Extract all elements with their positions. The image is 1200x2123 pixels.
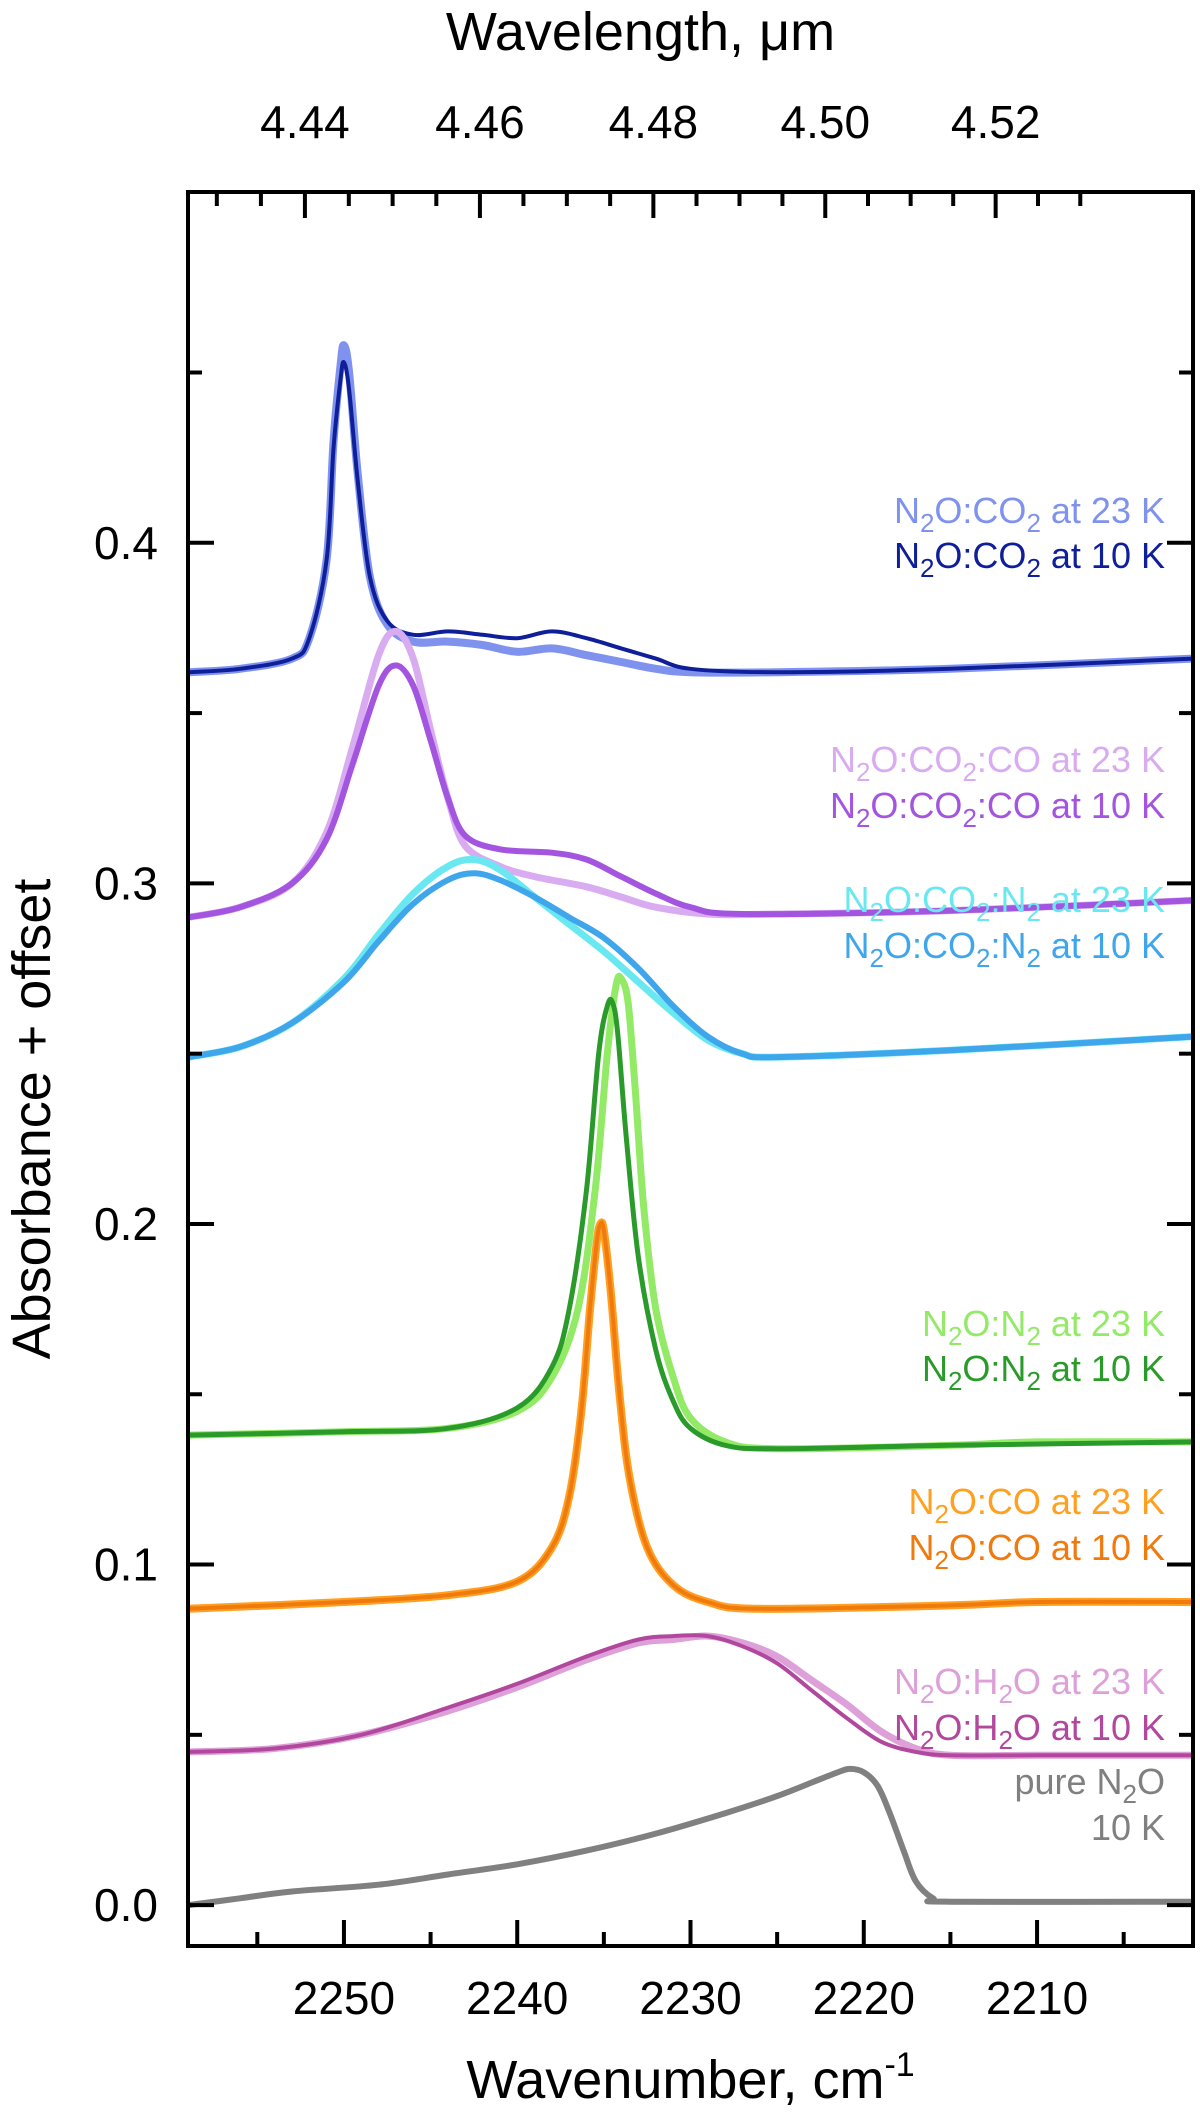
series-label-co2n2_10: N2O:CO2:N2 at 10 K (843, 925, 1165, 973)
series-line-pure (188, 1765, 1193, 1909)
series-line-h2o_10 (188, 1633, 1193, 1758)
y-tick-label: 0.4 (94, 517, 158, 569)
x-tick-label: 2240 (466, 1972, 568, 2024)
series-label-co2n2_23: N2O:CO2:N2 at 23 K (843, 879, 1165, 927)
x2-tick-label: 4.50 (781, 96, 871, 148)
x2-tick-label: 4.44 (260, 96, 350, 148)
series-line-co2co_10 (188, 662, 1193, 921)
series-label-co2co_23: N2O:CO2:CO at 23 K (830, 739, 1165, 787)
series-label-pure: 10 K (1091, 1807, 1165, 1848)
y-tick-label: 0.3 (94, 857, 158, 909)
x-tick-label: 2220 (813, 1972, 915, 2024)
series-label-pure: pure N2O (1014, 1761, 1165, 1809)
series-label-h2o_23: N2O:H2O at 23 K (894, 1661, 1165, 1709)
x2-axis-title: Wavelength, μm (446, 2, 835, 62)
x-tick-label: 2250 (293, 1972, 395, 2024)
y-axis-title: Absorbance + offset (2, 879, 62, 1360)
x-axis-title-superscript: -1 (884, 2046, 914, 2084)
series-label-h2o_10: N2O:H2O at 10 K (894, 1707, 1165, 1755)
y-tick-label: 0.2 (94, 1198, 158, 1250)
series-line-co2n2_10 (188, 870, 1193, 1061)
series-line-co_10 (188, 1220, 1193, 1611)
x-tick-label: 2230 (639, 1972, 741, 2024)
series-label-co2_10: N2O:CO2 at 10 K (894, 535, 1165, 583)
series-label-n2_23: N2O:N2 at 23 K (922, 1303, 1165, 1351)
series-line-co2_10 (188, 359, 1193, 675)
x2-tick-label: 4.48 (609, 96, 699, 148)
x-tick-label: 2210 (986, 1972, 1088, 2024)
x-axis-title: Wavenumber, cm-1 (466, 2046, 914, 2110)
series-label-co_10: N2O:CO at 10 K (908, 1527, 1165, 1575)
series-label-co2_23: N2O:CO2 at 23 K (894, 490, 1165, 538)
series-layer (188, 341, 1193, 1909)
series-label-n2_10: N2O:N2 at 10 K (922, 1348, 1165, 1396)
x2-tick-label: 4.46 (435, 96, 525, 148)
series-label-co2co_10: N2O:CO2:CO at 10 K (830, 785, 1165, 833)
y-tick-label: 0.0 (94, 1879, 158, 1931)
y-tick-label: 0.1 (94, 1539, 158, 1591)
series-line-n2_10 (188, 996, 1193, 1452)
x2-tick-label: 4.52 (951, 96, 1041, 148)
series-label-co_23: N2O:CO at 23 K (908, 1481, 1165, 1529)
